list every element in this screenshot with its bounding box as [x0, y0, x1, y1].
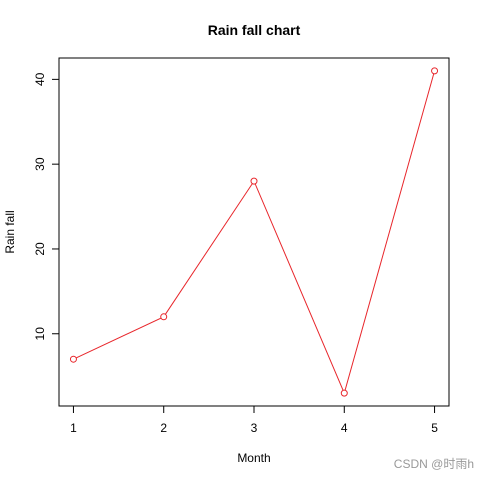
data-line [73, 70, 436, 395]
watermark: CSDN @时雨h [394, 457, 474, 471]
y-tick-label: 40 [33, 72, 47, 86]
data-point [431, 67, 439, 75]
data-point [340, 389, 348, 397]
chart-title: Rain fall chart [208, 22, 301, 38]
data-point [69, 355, 77, 363]
y-axis-label: Rain fall [3, 210, 17, 253]
x-tick-label: 4 [341, 421, 348, 435]
plot-frame [58, 57, 450, 407]
data-point [160, 313, 168, 321]
y-tick-label: 10 [33, 327, 47, 341]
x-axis-label: Month [237, 451, 270, 465]
x-tick-label: 2 [160, 421, 167, 435]
data-point [250, 177, 258, 185]
x-tick-label: 3 [251, 421, 258, 435]
x-tick-label: 1 [70, 421, 77, 435]
y-tick-label: 30 [33, 157, 47, 171]
y-tick-label: 20 [33, 242, 47, 256]
x-tick-label: 5 [431, 421, 438, 435]
